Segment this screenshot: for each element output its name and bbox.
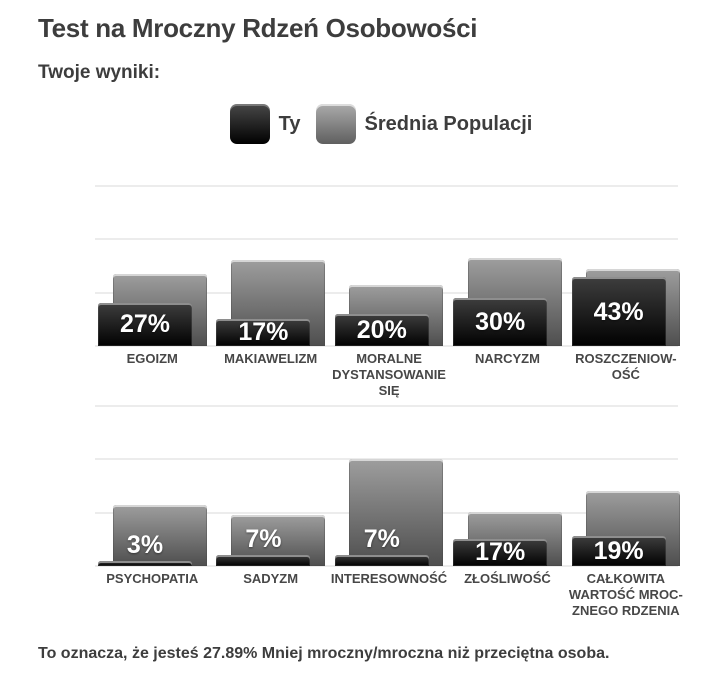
bar-you bbox=[453, 538, 548, 566]
category-label: ZŁOŚLIWOŚĆ bbox=[464, 571, 551, 586]
gridline bbox=[95, 185, 678, 187]
bar-average bbox=[230, 259, 325, 346]
gridline bbox=[95, 405, 678, 407]
result-summary: To oznacza, że jesteś 27.89% Mniej mrocz… bbox=[38, 645, 610, 662]
category-label: INTERESOWNOŚĆ bbox=[330, 571, 448, 586]
bar-you bbox=[334, 314, 429, 346]
category-label: MAKIAWELIZM bbox=[224, 351, 318, 366]
bar-you bbox=[98, 561, 192, 566]
bar-value-label: 30% bbox=[475, 308, 526, 336]
bar-average bbox=[586, 490, 681, 566]
bar-value-label: 43% bbox=[593, 297, 644, 326]
legend-label-you: Ty bbox=[278, 112, 301, 135]
category-label: SADYZM bbox=[243, 571, 299, 586]
bar-average bbox=[349, 458, 444, 566]
category-label: PSYCHOPATIA bbox=[106, 571, 199, 586]
category-label: MORALNE DYSTANSOWANIE SIĘ bbox=[332, 351, 446, 398]
legend-swatch-average bbox=[315, 104, 356, 144]
bar-value-label: 20% bbox=[356, 316, 407, 344]
bar-average bbox=[349, 285, 444, 346]
bar-you bbox=[216, 318, 311, 346]
results-heading: Twoje wyniki: bbox=[38, 62, 161, 83]
legend-swatch-you bbox=[229, 104, 270, 144]
bar-you bbox=[98, 302, 192, 346]
gridline bbox=[95, 292, 678, 294]
bar-value-label: 19% bbox=[593, 536, 644, 565]
bar-value-label: 17% bbox=[238, 318, 289, 347]
bar-you bbox=[571, 535, 666, 566]
legend-label-average: Średnia Populacji bbox=[364, 112, 533, 135]
bar-value-label: 7% bbox=[363, 524, 400, 553]
bar-average bbox=[467, 258, 562, 346]
bar-value-label: 3% bbox=[126, 531, 164, 560]
chart-legend: Ty Średnia Populacji bbox=[27, 104, 723, 144]
bar-value-label: 7% bbox=[245, 524, 282, 553]
gridline bbox=[95, 238, 678, 240]
bar-value-label: 27% bbox=[119, 310, 171, 339]
gridline bbox=[95, 512, 678, 514]
bar-value-label: 17% bbox=[475, 538, 526, 567]
bar-average bbox=[112, 274, 207, 346]
category-label: NARCYZM bbox=[474, 351, 540, 366]
bar-you bbox=[334, 554, 429, 566]
bar-average bbox=[230, 514, 325, 566]
category-label: EGOIZM bbox=[126, 351, 178, 366]
bar-you bbox=[571, 277, 666, 346]
bar-you bbox=[216, 554, 311, 566]
gridline bbox=[95, 565, 678, 567]
page-title: Test na Mroczny Rdzeń Osobowości bbox=[38, 13, 478, 43]
bar-average bbox=[586, 269, 681, 346]
bar-average bbox=[467, 511, 562, 566]
bar-average bbox=[112, 505, 207, 566]
gridline bbox=[95, 458, 678, 460]
gridline bbox=[95, 345, 678, 347]
category-label: ROSZCZENIOW- OŚĆ bbox=[575, 351, 677, 382]
bar-you bbox=[453, 298, 548, 346]
category-label: CAŁKOWITA WARTOŚĆ MROC- ZNEGO RDZENIA bbox=[568, 571, 683, 618]
